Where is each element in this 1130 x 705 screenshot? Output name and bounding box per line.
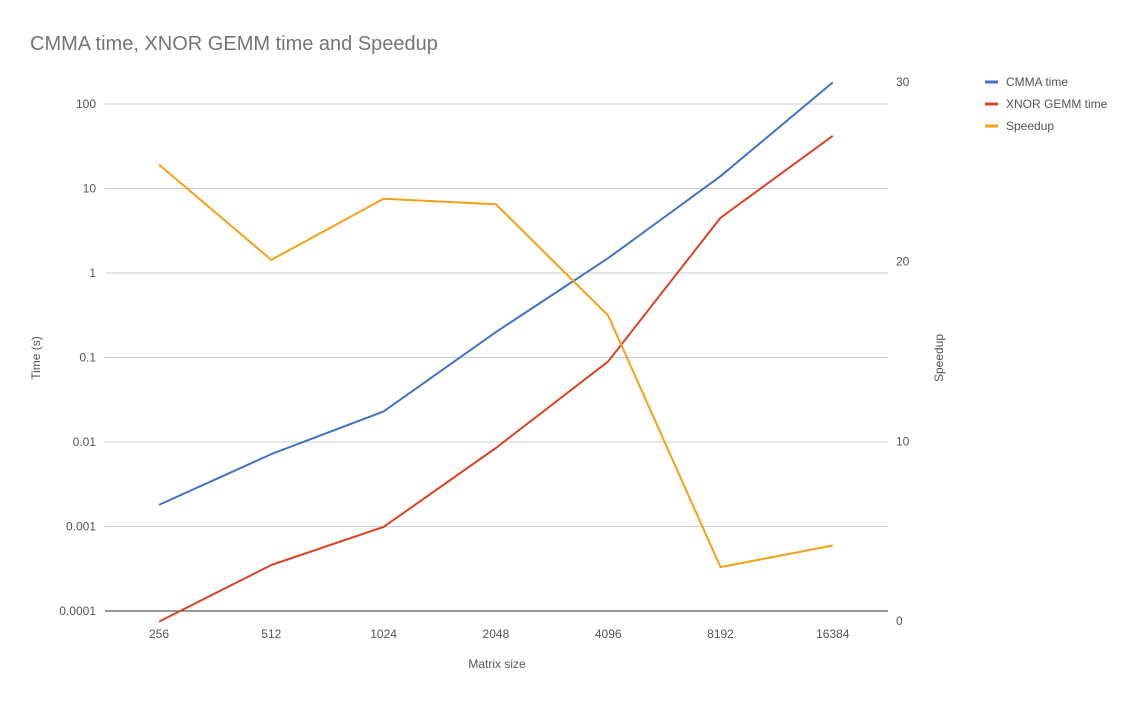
y-left-axis-title: Time (s) — [29, 336, 43, 380]
legend-swatch — [985, 80, 998, 84]
data-point — [269, 452, 273, 456]
x-tick-label: 1024 — [370, 627, 397, 641]
data-point — [382, 197, 386, 201]
x-tick-label: 16384 — [816, 627, 850, 641]
x-axis-title: Matrix size — [468, 657, 526, 671]
data-point — [382, 409, 386, 413]
chart-title: CMMA time, XNOR GEMM time and Speedup — [30, 33, 438, 55]
legend-label: Speedup — [1006, 119, 1054, 133]
y-left-tick-label: 0.0001 — [59, 604, 96, 618]
data-point — [606, 359, 610, 363]
data-point — [269, 563, 273, 567]
legend-swatch — [985, 102, 998, 106]
data-point — [494, 330, 498, 334]
data-point — [382, 525, 386, 529]
data-point — [494, 446, 498, 450]
y-right-tick-label: 0 — [896, 614, 903, 628]
x-axis-ticks: 256 512 1024 2048 4096 8192 16384 — [149, 627, 850, 641]
data-point — [606, 314, 610, 318]
series-line-cmma-time — [158, 81, 834, 506]
data-point — [606, 256, 610, 260]
data-point — [157, 163, 161, 167]
data-point — [831, 134, 835, 138]
legend: CMMA time XNOR GEMM time Speedup — [985, 75, 1108, 133]
x-tick-label: 8192 — [707, 627, 734, 641]
x-tick-label: 4096 — [595, 627, 622, 641]
series-line-speedup — [158, 163, 833, 569]
gridlines — [105, 103, 888, 612]
legend-label: CMMA time — [1006, 75, 1068, 89]
series-line-xnor-gemm-time — [158, 134, 834, 623]
data-point — [157, 620, 161, 624]
y-left-tick-label: 1 — [89, 266, 96, 280]
y-right-tick-label: 20 — [896, 255, 910, 269]
right-axis-ticks: 0 10 20 30 — [896, 75, 910, 628]
left-axis-ticks: 0.0001 0.001 0.01 0.1 1 10 100 — [59, 97, 96, 618]
y-right-axis-title: Speedup — [932, 334, 946, 382]
legend-swatch — [985, 124, 998, 128]
x-tick-label: 512 — [261, 627, 281, 641]
data-point — [157, 503, 161, 507]
data-point — [831, 544, 835, 548]
series-lines — [157, 80, 835, 624]
data-point — [269, 258, 273, 262]
y-right-tick-label: 30 — [896, 75, 910, 89]
y-left-tick-label: 0.01 — [73, 435, 97, 449]
data-point — [719, 216, 723, 220]
data-point — [831, 80, 835, 84]
y-left-tick-label: 10 — [83, 182, 97, 196]
x-tick-label: 256 — [149, 627, 169, 641]
y-left-tick-label: 100 — [76, 97, 96, 111]
y-left-tick-label: 0.001 — [66, 520, 96, 534]
y-right-tick-label: 10 — [896, 434, 910, 448]
data-point — [719, 565, 723, 569]
data-point — [719, 174, 723, 178]
x-tick-label: 2048 — [483, 627, 510, 641]
legend-label: XNOR GEMM time — [1006, 97, 1108, 111]
data-point — [494, 202, 498, 206]
y-left-tick-label: 0.1 — [79, 351, 96, 365]
